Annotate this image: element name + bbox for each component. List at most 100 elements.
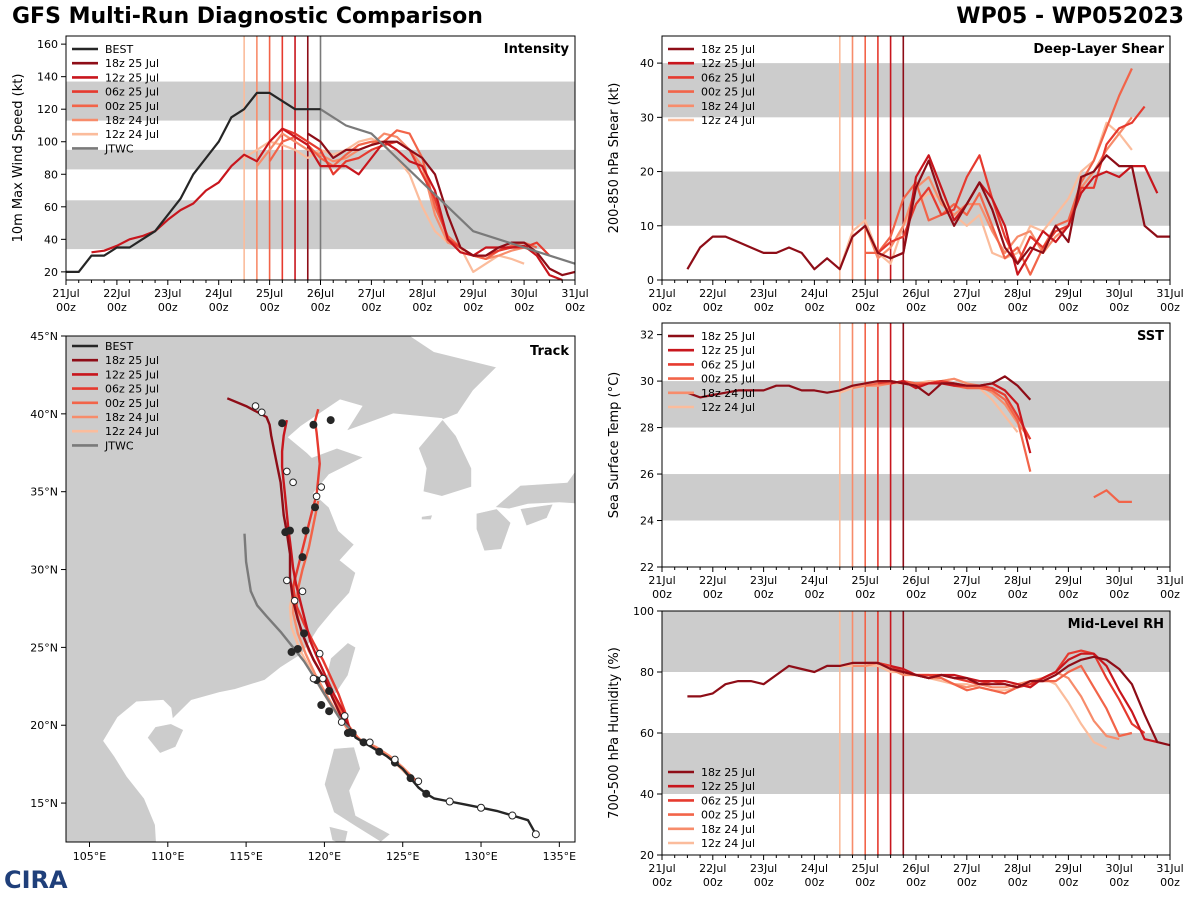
track-marker-open bbox=[312, 492, 321, 501]
sst-ylabel: Sea Surface Temp (°C) bbox=[607, 372, 622, 519]
sst-xtick-day: 22Jul bbox=[699, 574, 726, 587]
rh-xtick-hour: 00z bbox=[805, 876, 825, 889]
intensity-series-line bbox=[66, 91, 321, 273]
shear-xtick-hour: 00z bbox=[1160, 301, 1180, 314]
intensity-legend-label: JTWC bbox=[104, 142, 134, 155]
rh-ytick-label: 40 bbox=[640, 788, 654, 801]
rh-xtick-day: 27Jul bbox=[953, 862, 980, 875]
shear-legend-label: 12z 25 Jul bbox=[701, 57, 755, 70]
intensity-panel-title: Intensity bbox=[504, 42, 570, 57]
shear-xtick-day: 31Jul bbox=[1156, 287, 1183, 300]
shear-xtick-day: 22Jul bbox=[699, 287, 726, 300]
track-legend-label: 12z 24 Jul bbox=[105, 425, 159, 438]
track-ytick-label: 40°N bbox=[30, 408, 58, 421]
rh-legend-label: 06z 25 Jul bbox=[701, 794, 755, 807]
shear-xtick-day: 26Jul bbox=[902, 287, 929, 300]
shear-series-line bbox=[890, 154, 1159, 276]
rh-panel-title: Mid-Level RH bbox=[1068, 617, 1164, 632]
shear-xtick-day: 28Jul bbox=[1004, 287, 1031, 300]
intensity-series-line bbox=[91, 127, 563, 282]
intensity-legend-label: 18z 24 Jul bbox=[105, 114, 159, 127]
rh-ytick-label: 60 bbox=[640, 727, 654, 740]
rh-xtick-hour: 00z bbox=[754, 876, 774, 889]
track-xtick-label: 125°E bbox=[386, 850, 419, 863]
mainland-asia bbox=[66, 336, 498, 842]
track-legend-label: 00z 25 Jul bbox=[105, 397, 159, 410]
sst-xtick-hour: 00z bbox=[1059, 588, 1079, 601]
rh-series-line bbox=[687, 655, 1171, 747]
track-xtick-label: 105°E bbox=[73, 850, 106, 863]
rh-series-line bbox=[852, 661, 1120, 741]
intensity-legend-label: 12z 24 Jul bbox=[105, 128, 159, 141]
shear-xtick-hour: 00z bbox=[1008, 301, 1028, 314]
intensity-xtick-day: 28Jul bbox=[409, 287, 436, 300]
rh-xtick-day: 30Jul bbox=[1106, 862, 1133, 875]
sst-xtick-day: 25Jul bbox=[852, 574, 879, 587]
sst-ytick-label: 24 bbox=[640, 515, 654, 528]
sst-xtick-day: 21Jul bbox=[648, 574, 675, 587]
track-marker-open bbox=[298, 587, 307, 596]
shear-xtick-day: 25Jul bbox=[852, 287, 879, 300]
intensity-xtick-hour: 00z bbox=[514, 301, 534, 314]
sst-panel: 21Jul00z22Jul00z23Jul00z24Jul00z25Jul00z… bbox=[607, 322, 1184, 601]
track-marker-filled bbox=[281, 528, 290, 537]
rh-ytick-label: 100 bbox=[633, 605, 654, 618]
intensity-series-line bbox=[256, 132, 538, 260]
intensity-xtick-day: 29Jul bbox=[460, 287, 487, 300]
rh-shaded-band bbox=[662, 611, 1170, 672]
sst-xtick-hour: 00z bbox=[906, 588, 926, 601]
sst-xtick-hour: 00z bbox=[1160, 588, 1180, 601]
sst-xtick-day: 24Jul bbox=[801, 574, 828, 587]
sst-xtick-day: 27Jul bbox=[953, 574, 980, 587]
shear-xtick-hour: 00z bbox=[1109, 301, 1129, 314]
track-marker-filled bbox=[298, 553, 307, 562]
track-marker-filled bbox=[326, 416, 335, 425]
rh-xtick-day: 25Jul bbox=[852, 862, 879, 875]
sst-xtick-day: 29Jul bbox=[1055, 574, 1082, 587]
intensity-xtick-hour: 00z bbox=[56, 301, 76, 314]
shear-xtick-day: 21Jul bbox=[648, 287, 675, 300]
track-marker-open bbox=[319, 674, 327, 683]
rh-xtick-hour: 00z bbox=[1109, 876, 1129, 889]
rh-legend-label: 18z 25 Jul bbox=[701, 766, 755, 779]
sst-xtick-day: 23Jul bbox=[750, 574, 777, 587]
sst-xtick-hour: 00z bbox=[754, 588, 774, 601]
track-legend-label: JTWC bbox=[104, 439, 134, 452]
shear-panel: 21Jul00z22Jul00z23Jul00z24Jul00z25Jul00z… bbox=[607, 35, 1184, 314]
intensity-xtick-day: 24Jul bbox=[205, 287, 232, 300]
best-track-marker bbox=[477, 803, 486, 812]
sst-shaded-band bbox=[662, 474, 1170, 521]
sst-ytick-label: 22 bbox=[640, 561, 654, 574]
sst-xtick-hour: 00z bbox=[855, 588, 875, 601]
rh-xtick-day: 28Jul bbox=[1004, 862, 1031, 875]
track-marker-filled bbox=[287, 648, 296, 657]
intensity-ytick-label: 100 bbox=[37, 136, 58, 149]
sst-panel-title: SST bbox=[1137, 329, 1164, 344]
track-marker-filled bbox=[300, 629, 309, 638]
intensity-ylabel: 10m Max Wind Speed (kt) bbox=[11, 74, 26, 243]
rh-xtick-day: 29Jul bbox=[1055, 862, 1082, 875]
sst-xtick-hour: 00z bbox=[1109, 588, 1129, 601]
rh-xtick-day: 21Jul bbox=[648, 862, 675, 875]
sst-xtick-day: 26Jul bbox=[902, 574, 929, 587]
intensity-xtick-hour: 00z bbox=[311, 301, 331, 314]
track-marker-open bbox=[309, 674, 318, 683]
sst-legend-label: 12z 25 Jul bbox=[701, 344, 755, 357]
rh-xtick-hour: 00z bbox=[906, 876, 926, 889]
best-track-marker bbox=[406, 774, 415, 783]
best-track-marker bbox=[359, 738, 368, 747]
track-marker-filled bbox=[325, 707, 334, 716]
intensity-series-line bbox=[307, 132, 576, 277]
sst-ytick-label: 28 bbox=[640, 422, 654, 435]
sst-ytick-label: 30 bbox=[640, 375, 654, 388]
shear-ytick-label: 40 bbox=[640, 57, 654, 70]
shikoku-island bbox=[519, 503, 554, 527]
shear-series-line bbox=[686, 154, 1170, 271]
shear-legend-label: 18z 25 Jul bbox=[701, 43, 755, 56]
shear-xtick-hour: 00z bbox=[1059, 301, 1079, 314]
track-marker-open bbox=[391, 755, 399, 764]
